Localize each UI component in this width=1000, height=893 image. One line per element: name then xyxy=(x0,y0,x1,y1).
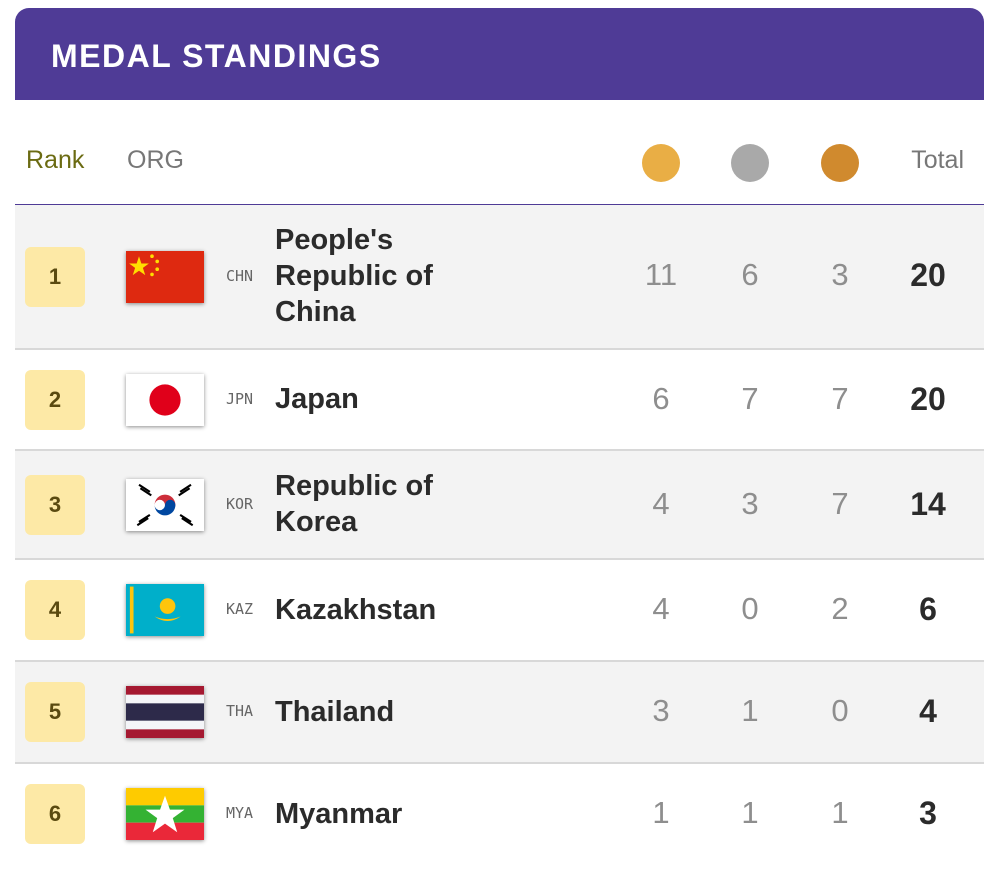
kazakhstan-flag-icon xyxy=(126,584,204,636)
total-count: 20 xyxy=(910,381,946,417)
bronze-count: 2 xyxy=(831,591,849,626)
country-name[interactable]: Kazakhstan xyxy=(275,594,437,626)
rank-badge: 5 xyxy=(25,682,85,742)
table-row[interactable]: 5 THA Thailand 3 1 0 4 xyxy=(15,662,984,764)
country-code: CHN xyxy=(226,267,254,285)
standings-table: 1 CHN People's Republic of China 11 6 3 … xyxy=(15,205,984,864)
total-column-header[interactable]: Total xyxy=(911,146,964,174)
silver-count: 7 xyxy=(741,381,759,416)
table-row[interactable]: 6 MYA Myanmar 1 1 1 3 xyxy=(15,764,984,864)
country-name[interactable]: Japan xyxy=(275,383,359,415)
silver-count: 1 xyxy=(741,693,759,728)
korea-flag-icon xyxy=(126,479,204,531)
rank-badge: 3 xyxy=(25,475,85,535)
silver-count: 1 xyxy=(741,795,759,830)
country-code: THA xyxy=(226,702,254,720)
gold-count: 11 xyxy=(644,257,678,292)
gold-count: 4 xyxy=(652,591,670,626)
rank-column-header[interactable]: Rank xyxy=(26,146,85,174)
table-row[interactable]: 3 KOR Republic of Korea 4 3 xyxy=(15,451,984,560)
table-row[interactable]: 2 JPN Japan 6 7 7 20 xyxy=(15,350,984,451)
total-count: 3 xyxy=(919,795,937,831)
table-row[interactable]: 1 CHN People's Republic of China 11 6 3 … xyxy=(15,205,984,350)
rank-badge: 4 xyxy=(25,580,85,640)
rank-badge: 2 xyxy=(25,370,85,430)
country-code: KOR xyxy=(226,495,254,513)
table-row[interactable]: 4 KAZ Kazakhstan 4 0 2 6 xyxy=(15,560,984,662)
column-header-row: Rank ORG Total xyxy=(15,118,984,206)
country-code: MYA xyxy=(226,804,254,822)
bronze-count: 3 xyxy=(831,257,849,292)
total-count: 20 xyxy=(910,257,946,293)
country-name[interactable]: Myanmar xyxy=(275,798,403,830)
bronze-count: 7 xyxy=(831,381,849,416)
gold-count: 1 xyxy=(652,795,670,830)
country-name[interactable]: Thailand xyxy=(275,696,395,728)
country-name[interactable]: Republic of Korea xyxy=(275,470,433,538)
country-name[interactable]: People's Republic of China xyxy=(275,224,433,328)
silver-medal-icon[interactable] xyxy=(731,144,769,182)
org-column-header[interactable]: ORG xyxy=(127,146,184,174)
bronze-count: 1 xyxy=(831,795,849,830)
total-count: 6 xyxy=(919,591,937,627)
japan-flag-icon xyxy=(126,374,204,426)
thailand-flag-icon xyxy=(126,686,204,738)
standings-header: MEDAL STANDINGS xyxy=(15,8,984,100)
gold-count: 4 xyxy=(652,486,670,521)
country-code: JPN xyxy=(226,390,254,408)
gold-count: 6 xyxy=(652,381,670,416)
gold-medal-icon[interactable] xyxy=(642,144,680,182)
silver-count: 6 xyxy=(741,257,759,292)
country-code: KAZ xyxy=(226,600,254,618)
myanmar-flag-icon xyxy=(126,788,204,840)
rank-badge: 6 xyxy=(25,784,85,844)
page-title: MEDAL STANDINGS xyxy=(51,37,382,74)
total-count: 14 xyxy=(910,486,946,522)
silver-count: 0 xyxy=(741,591,759,626)
bronze-medal-icon[interactable] xyxy=(821,144,859,182)
china-flag-icon xyxy=(126,251,204,303)
silver-count: 3 xyxy=(741,486,759,521)
gold-count: 3 xyxy=(652,693,670,728)
rank-badge: 1 xyxy=(25,247,85,307)
total-count: 4 xyxy=(919,693,937,729)
bronze-count: 7 xyxy=(831,486,849,521)
bronze-count: 0 xyxy=(831,693,849,728)
